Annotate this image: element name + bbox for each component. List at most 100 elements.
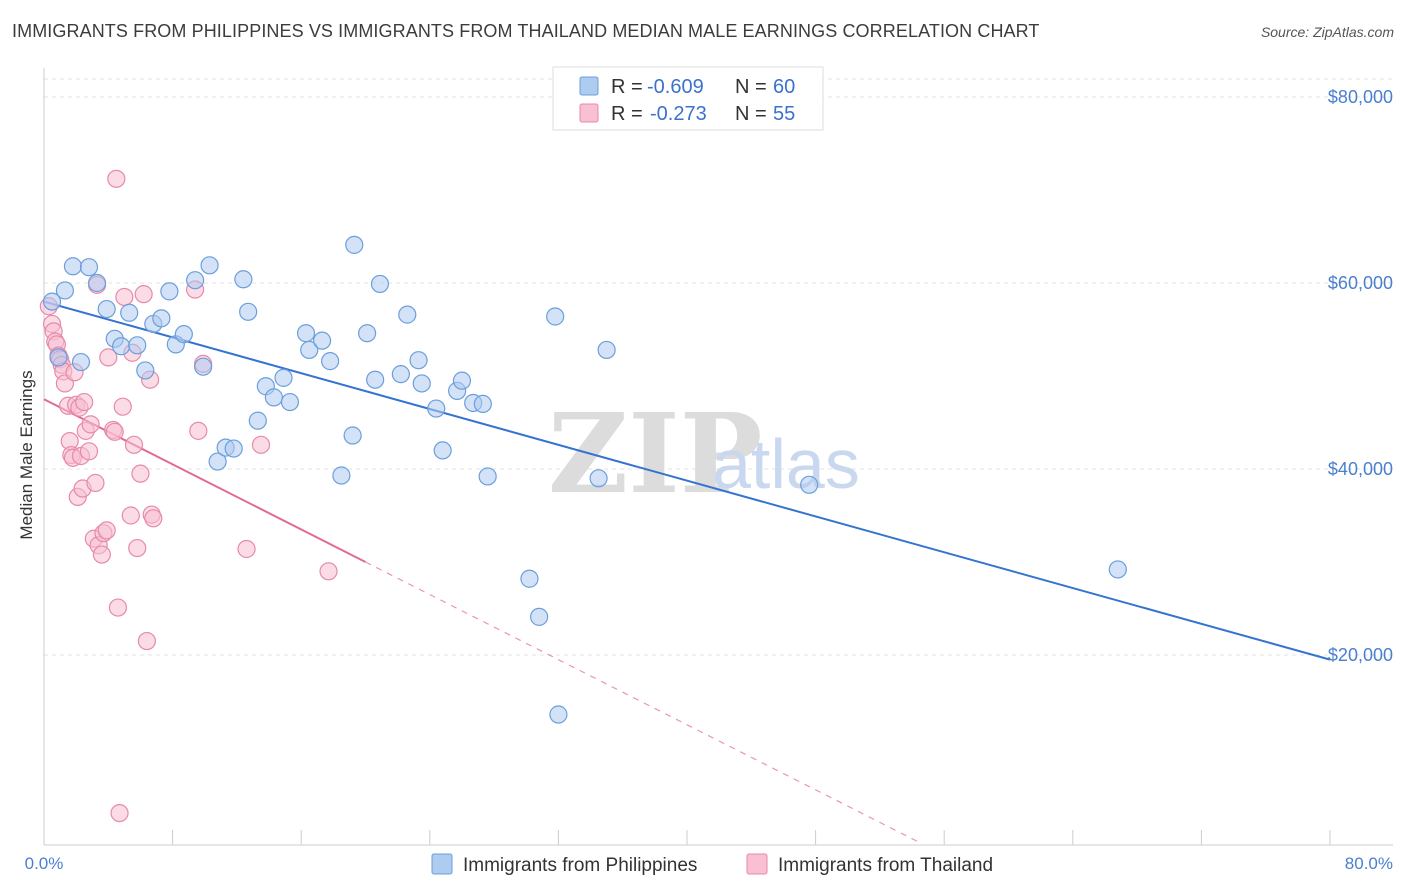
philippines-point-50 xyxy=(473,394,492,413)
thailand-point-36 xyxy=(110,803,129,823)
thailand-point-38 xyxy=(115,287,134,307)
legend-r-label-philippines: R = xyxy=(611,76,643,98)
philippines-point-43 xyxy=(409,351,428,370)
philippines-point-34 xyxy=(321,352,340,371)
philippines-point-5 xyxy=(79,258,99,277)
bottom-legend-label-philippines: Immigrants from Philippines xyxy=(463,855,697,876)
thailand-point-48 xyxy=(144,509,163,528)
legend-r-value-philippines: -0.609 xyxy=(647,76,704,98)
philippines-point-6 xyxy=(87,273,107,293)
thailand-point-35 xyxy=(108,598,128,617)
philippines-point-45 xyxy=(427,399,446,418)
trend-line-philippines xyxy=(43,300,1331,661)
axes xyxy=(43,68,1393,846)
thailand-point-41 xyxy=(124,435,144,454)
thailand-point-52 xyxy=(237,539,256,559)
philippines-point-19 xyxy=(194,357,213,376)
philippines-point-2 xyxy=(55,281,74,300)
chart-title: IMMIGRANTS FROM PHILIPPINES VS IMMIGRANT… xyxy=(12,21,1040,41)
correlation-legend: R = -0.609 N = 60 R = -0.273 N = 55 xyxy=(552,66,824,131)
philippines-point-17 xyxy=(174,325,193,344)
philippines-point-7 xyxy=(97,299,116,319)
legend-n-label-thailand: N = xyxy=(735,103,767,125)
philippines-point-54 xyxy=(546,307,565,326)
bottom-legend-label-thailand: Immigrants from Thailand xyxy=(778,855,993,876)
philippines-point-38 xyxy=(358,324,377,343)
philippines-point-26 xyxy=(248,411,267,430)
thailand-point-50 xyxy=(189,421,208,440)
philippines-point-9 xyxy=(112,337,131,356)
philippines-point-58 xyxy=(800,475,819,494)
philippines-point-55 xyxy=(549,705,568,724)
philippines-point-42 xyxy=(398,305,417,324)
thailand-point-54 xyxy=(319,562,338,581)
y-tick-label-1: $40,000 xyxy=(1328,459,1393,479)
thailand-point-44 xyxy=(134,285,153,304)
watermark-zip: ZIP xyxy=(548,389,762,518)
trend-line-thailand-extension xyxy=(365,561,921,844)
philippines-point-41 xyxy=(391,365,410,384)
philippines-point-44 xyxy=(412,374,431,393)
philippines-point-18 xyxy=(186,271,205,290)
thailand-point-22 xyxy=(79,442,99,461)
legend-swatch-thailand xyxy=(579,103,599,123)
philippines-point-25 xyxy=(239,302,258,321)
thailand-point-31 xyxy=(99,348,118,367)
philippines-point-29 xyxy=(274,368,293,387)
philippines-point-15 xyxy=(160,282,179,301)
series-legend: Immigrants from Philippines Immigrants f… xyxy=(431,853,993,876)
philippines-point-12 xyxy=(136,361,155,380)
watermark-atlas: atlas xyxy=(712,425,860,503)
philippines-point-37 xyxy=(345,235,364,254)
x-tick-labels: 0.0% 80.0% xyxy=(25,854,1393,873)
philippines-point-51 xyxy=(478,467,497,486)
legend-r-value-thailand: -0.273 xyxy=(650,103,707,125)
legend-n-label-philippines: N = xyxy=(735,76,767,98)
philippines-point-28 xyxy=(264,388,283,407)
philippines-point-4 xyxy=(71,352,91,372)
philippines-point-21 xyxy=(208,452,227,471)
bottom-legend-swatch-thailand xyxy=(746,853,768,875)
thailand-point-28 xyxy=(92,545,111,564)
y-tick-labels: $20,000 $40,000 $60,000 $80,000 xyxy=(1328,87,1393,665)
philippines-point-40 xyxy=(370,274,390,294)
philippines-point-30 xyxy=(280,392,300,412)
legend-swatch-philippines xyxy=(579,76,599,96)
philippines-point-46 xyxy=(433,441,452,460)
philippines-point-32 xyxy=(300,340,319,360)
chart-source: Source: ZipAtlas.com xyxy=(1260,24,1394,40)
thailand-point-37 xyxy=(113,397,132,416)
grid-lines xyxy=(44,78,1393,656)
thailand-point-30 xyxy=(97,521,116,540)
philippines-point-39 xyxy=(366,370,385,389)
thailand-point-20 xyxy=(75,392,94,412)
thailand-point-33 xyxy=(105,422,124,441)
legend-r-label-thailand: R = xyxy=(611,103,643,125)
philippines-point-59 xyxy=(1108,560,1127,579)
philippines-point-57 xyxy=(597,340,616,360)
y-tick-label-0: $20,000 xyxy=(1328,645,1393,665)
philippines-point-23 xyxy=(224,439,243,458)
thailand-point-23 xyxy=(81,415,100,434)
philippines-point-33 xyxy=(312,331,332,350)
trend-lines xyxy=(43,300,1331,844)
philippines-point-20 xyxy=(200,256,219,275)
legend-n-value-philippines: 60 xyxy=(773,76,795,98)
philippines-point-10 xyxy=(120,303,139,322)
philippines-point-0 xyxy=(42,292,62,311)
philippines-point-56 xyxy=(589,469,608,488)
thailand-point-45 xyxy=(137,631,156,651)
y-axis-label: Median Male Earnings xyxy=(17,370,36,539)
philippines-point-48 xyxy=(452,371,472,390)
thailand-point-34 xyxy=(107,169,126,188)
x-tick-label-1: 80.0% xyxy=(1345,854,1393,873)
philippines-point-14 xyxy=(152,309,171,328)
philippines-points xyxy=(42,235,1127,724)
philippines-point-53 xyxy=(530,607,549,626)
y-tick-label-3: $80,000 xyxy=(1328,87,1393,107)
thailand-point-39 xyxy=(121,506,140,525)
thailand-point-43 xyxy=(131,464,150,483)
y-tick-label-2: $60,000 xyxy=(1328,273,1393,293)
philippines-point-36 xyxy=(343,426,362,445)
